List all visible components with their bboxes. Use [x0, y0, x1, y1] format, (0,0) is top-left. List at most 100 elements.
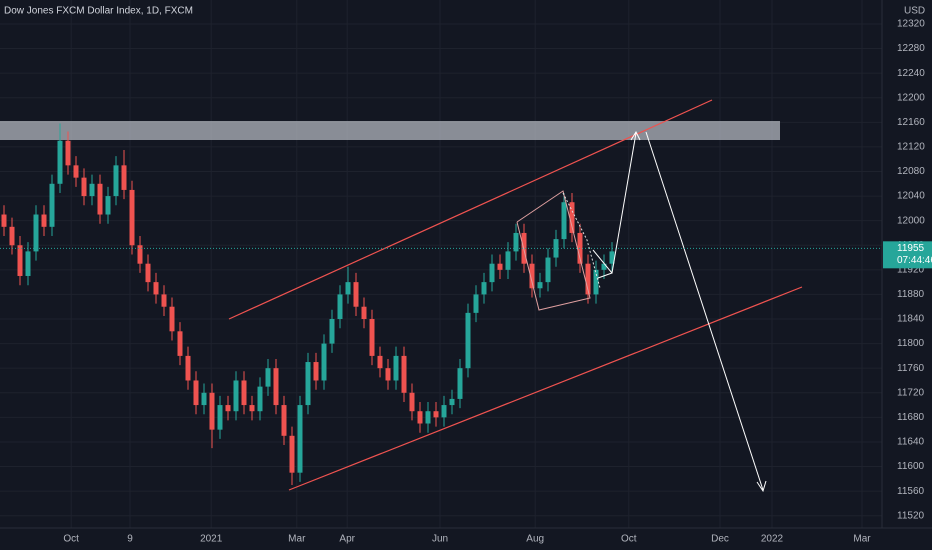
candle-body [545, 257, 551, 283]
currency: USD [904, 6, 925, 17]
y-tick-label: 11640 [897, 437, 925, 448]
x-tick-label: Apr [339, 534, 355, 545]
arrow-head [756, 480, 767, 493]
candle-body [89, 183, 95, 197]
y-tick-label: 11560 [897, 486, 925, 497]
candle-body [49, 183, 55, 227]
candles [1, 123, 615, 485]
y-tick-label: 11920 [897, 264, 925, 275]
candle-body [73, 165, 79, 178]
channel-lower [288, 286, 803, 491]
x-tick-label: Aug [526, 534, 544, 545]
candle-body [569, 202, 575, 233]
candle-body [241, 380, 247, 406]
candle-body [329, 319, 335, 344]
candle-body [97, 183, 103, 215]
candle-body [81, 177, 87, 197]
candle-body [449, 398, 455, 406]
candle-body [369, 319, 375, 356]
candle-body [345, 282, 351, 295]
resistance-zone [0, 121, 780, 140]
pattern-outline [516, 190, 591, 311]
candle-body [377, 355, 383, 369]
candle-body [129, 189, 135, 246]
last-price-label: 11955 [897, 243, 925, 254]
y-tick-label: 12080 [897, 166, 925, 177]
y-tick-label: 11760 [897, 363, 925, 374]
candle-body [585, 263, 591, 295]
x-tick-label: 2022 [761, 534, 784, 545]
candle-body [601, 263, 607, 270]
candle-body [385, 368, 391, 381]
x-tick-label: Mar [853, 534, 871, 545]
candle-body [505, 251, 511, 270]
candle-body [145, 263, 151, 283]
candle-body [473, 294, 479, 313]
candle-body [1, 214, 7, 227]
channel-upper [228, 99, 713, 320]
projection-down [645, 131, 764, 491]
candle-body [65, 140, 71, 166]
candle-body [169, 306, 175, 332]
y-tick-label: 12280 [897, 43, 925, 54]
candle-body [409, 392, 415, 412]
candle-body [609, 251, 615, 264]
candle-body [9, 226, 15, 246]
axes: 11520 11560 11600 11640 11680 11720 11760 11800… [0, 19, 932, 545]
candle-body [497, 263, 503, 270]
y-tick-label: 11680 [897, 412, 925, 423]
y-tick-label: 12160 [897, 117, 925, 128]
candle-body [593, 269, 599, 295]
candle-body [401, 355, 407, 393]
candle-body [217, 405, 223, 430]
candle-body [161, 294, 167, 307]
candle-body [193, 380, 199, 406]
candle-body [257, 386, 263, 412]
x-tick-label: Jun [432, 534, 448, 545]
candle-body [481, 282, 487, 295]
candle-body [41, 214, 47, 227]
candle-body [417, 411, 423, 424]
candle-body [249, 405, 255, 412]
countdown-label: 07:44:46 [897, 255, 932, 266]
candle-body [209, 392, 215, 430]
candle-body [225, 405, 231, 412]
candle-body [233, 380, 239, 412]
candle-body [489, 263, 495, 283]
candle-body [297, 405, 303, 473]
candle-body [105, 196, 111, 215]
candle-body [185, 355, 191, 381]
x-tick-label: 9 [127, 534, 133, 545]
pattern-dotted [562, 192, 601, 289]
x-tick-label: Dec [711, 534, 729, 545]
candle-body [265, 368, 271, 387]
x-tick-label: Oct [621, 534, 637, 545]
candle-body [353, 282, 359, 307]
candle-body [313, 362, 319, 381]
arrow-head [630, 130, 641, 141]
candle-body [513, 232, 519, 252]
y-tick-label: 11720 [897, 387, 925, 398]
candle-body [457, 368, 463, 399]
last-price-badge [883, 241, 932, 269]
candle-body [177, 331, 183, 356]
y-tick-label: 12120 [897, 142, 925, 153]
y-tick-label: 11600 [897, 461, 925, 472]
candle-body [137, 245, 143, 264]
x-tick-label: Mar [288, 534, 306, 545]
x-tick-label: 2021 [200, 534, 223, 545]
candle-body [321, 343, 327, 381]
candle-body [337, 294, 343, 320]
candle-body [17, 245, 23, 276]
candle-body [465, 312, 471, 369]
candle-body [537, 282, 543, 289]
y-tick-label: 12320 [897, 19, 925, 30]
y-tick-label: 11880 [897, 289, 925, 300]
candle-body [361, 306, 367, 320]
candle-body [33, 214, 39, 252]
projection-up [611, 132, 637, 274]
candle-body [441, 405, 447, 418]
y-tick-label: 11520 [897, 510, 925, 521]
